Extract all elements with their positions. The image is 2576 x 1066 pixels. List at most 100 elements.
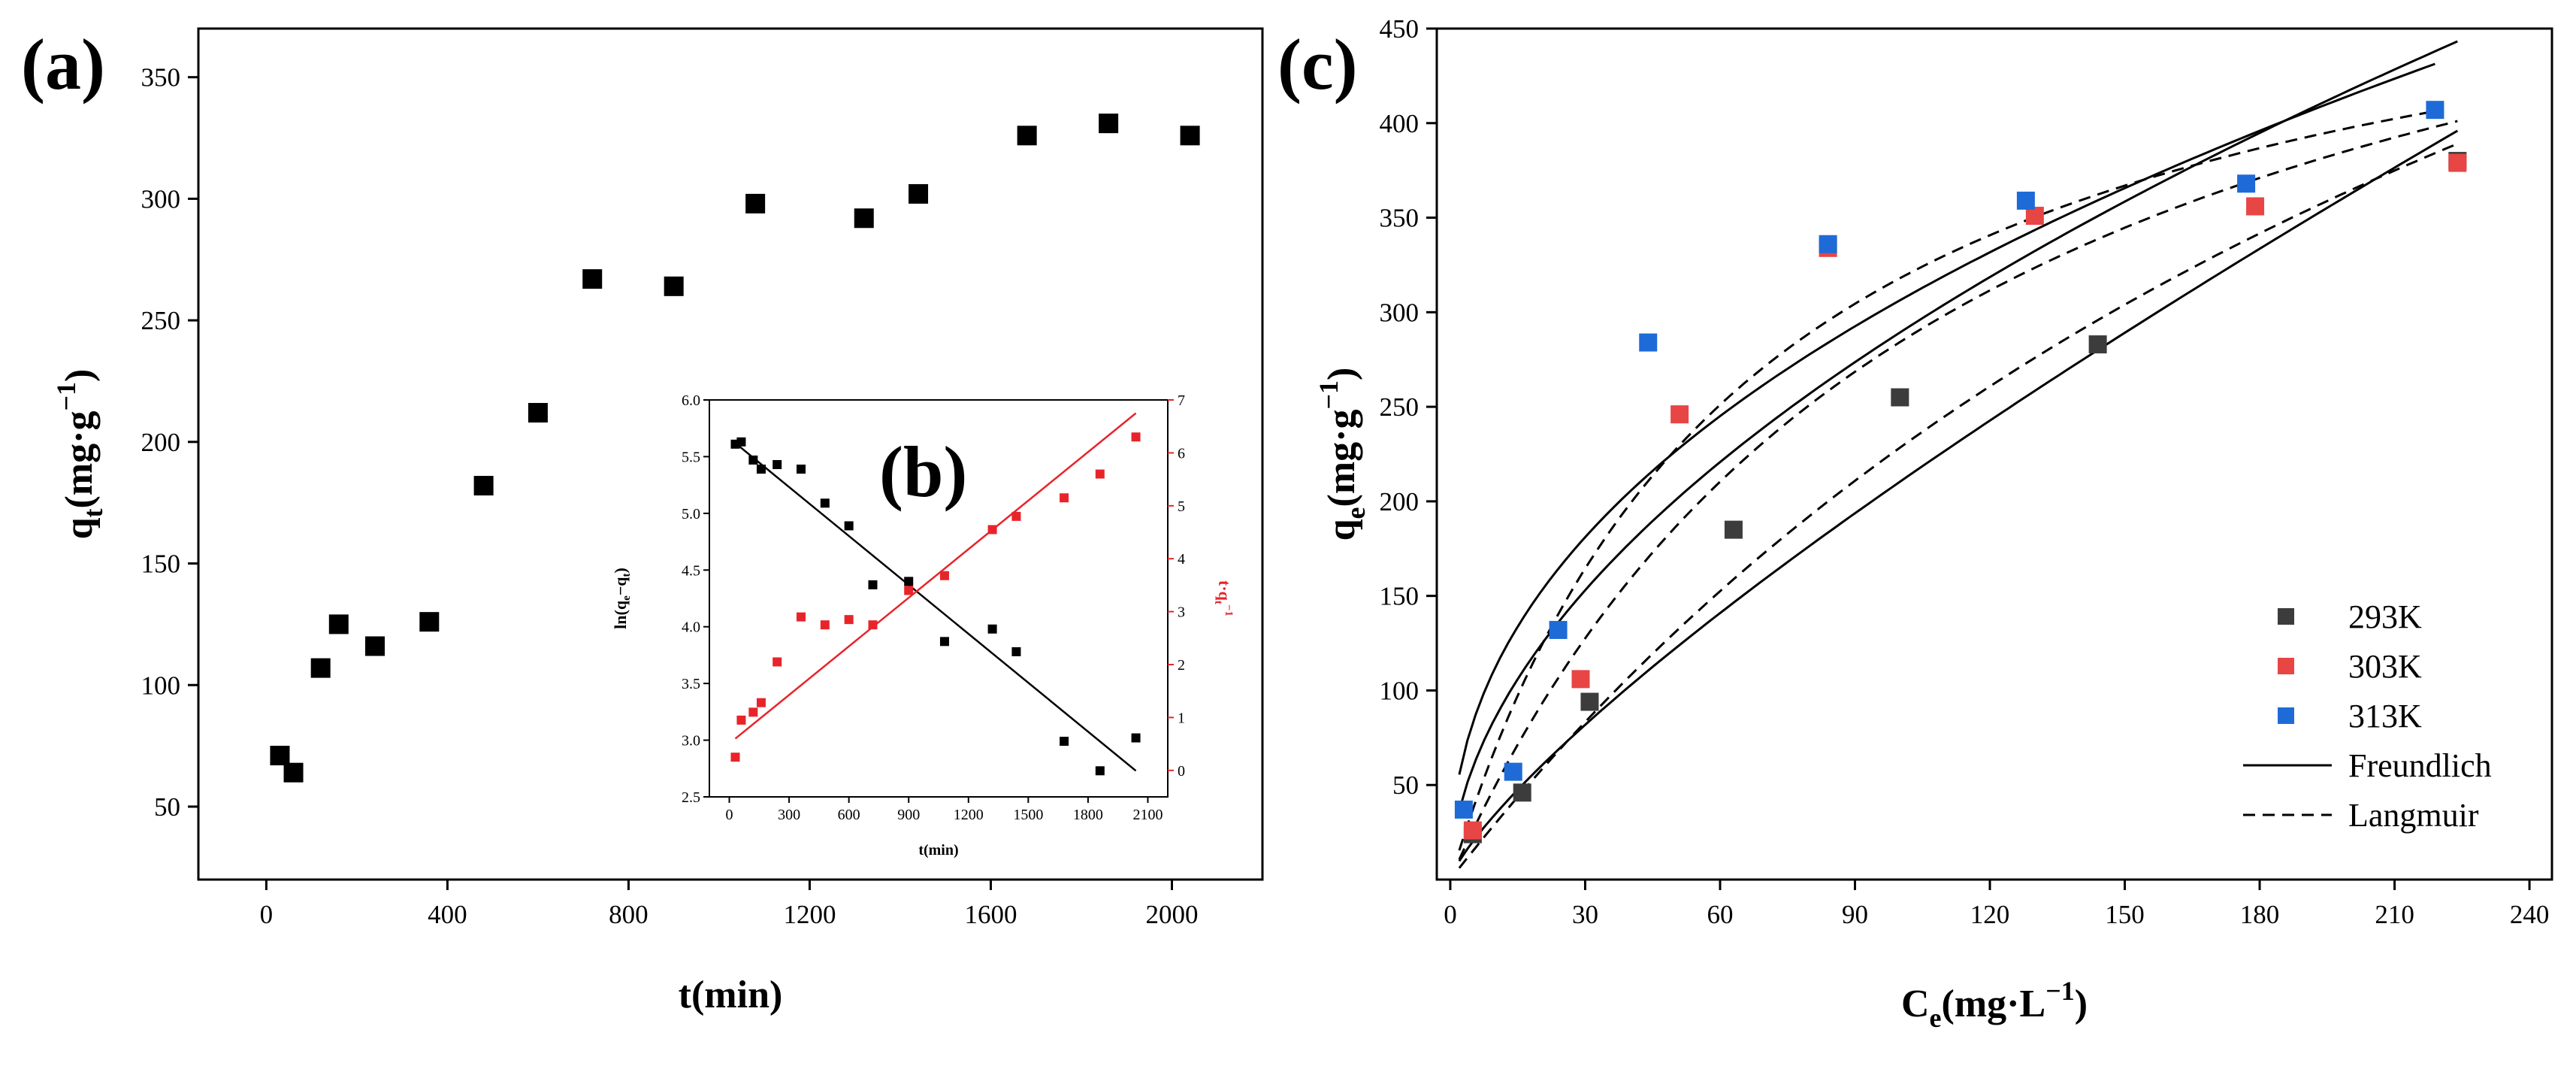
langmuir-fit-curve [1458,110,2435,851]
panel-c-legend: 293K 303K 313K Freundlich Langmuir [2243,598,2492,834]
panel-c-label: (c) [1277,24,1358,104]
panel-c-data-point [1463,821,1482,840]
panel-b-data-point [1011,647,1021,656]
panel-a-xtick-label: 1200 [783,900,836,929]
panel-a-data-point [528,403,548,423]
legend-label: 293K [2348,598,2422,635]
panel-b-ytick-right-label: 0 [1178,763,1185,780]
panel-b-data-point [756,465,766,474]
panel-c-data-point [2246,197,2265,216]
panel-a-ytick-label: 350 [141,63,181,92]
freundlich-fit-curve [1458,40,2458,811]
panel-c-data-point [1580,692,1599,711]
freundlich-fit-curve [1458,129,2459,862]
panel-c-data-point [1504,762,1522,781]
panel-b-ytick-right-label: 1 [1178,710,1185,726]
panel-a-data-point [854,208,874,229]
freundlich-fit-curve [1458,62,2435,775]
panel-a-data-point [582,269,603,289]
panel-a-ytick-label: 50 [154,792,180,822]
panel-a-ytick-label: 250 [141,306,181,335]
panel-b-ytick-right-label: 2 [1178,657,1185,674]
panel-b-ytick-right-label: 4 [1178,551,1185,568]
panel-b-ylabel-left: ln(qe−qt) [611,568,633,629]
panel-c-data-point [1891,388,1909,407]
panel-c-ytick-label: 100 [1380,676,1420,705]
panel-b-data-point [868,580,878,589]
panel-a-data-point [745,193,766,214]
legend-marker [2278,658,2294,674]
panel-a-ylabel: qt(mg·g−1) [51,369,108,540]
panel-b-fit-line [734,412,1137,740]
panel-a-xtick-label: 2000 [1145,900,1198,929]
panel-a-ytick-label: 100 [141,671,181,700]
panel-a-ytick-label: 150 [141,550,181,579]
panel-c-xtick-label: 30 [1572,900,1598,929]
panel-b-data-point [772,459,782,469]
panel-b-inset-chart: 0 300 600 900 1200 1500 1800 2100 2.5 3.0 3.5 4.0 4.… [611,392,1235,859]
panel-b-ytick-right-label: 3 [1178,604,1185,621]
panel-b-xtick-label: 900 [897,807,920,823]
panel-a-data-point [283,762,304,783]
panel-b-xtick-label: 1800 [1073,807,1103,823]
panel-b-data-point [736,715,746,725]
panel-c-xtick-label: 60 [1707,900,1733,929]
panel-b-ylabel-right: t·qt−1 [1212,580,1235,616]
langmuir-fit-curve [1458,120,2458,860]
legend-label: Langmuir [2348,797,2479,834]
panel-c-data-point [1571,670,1590,689]
panel-c-xtick-label: 150 [2105,900,2145,929]
panel-c-ytick-label: 400 [1380,109,1420,138]
panel-a-xtick-label: 0 [260,900,274,929]
panel-a-data-point [310,658,331,678]
panel-a-data-point [909,183,929,204]
panel-b-ytick-right-label: 5 [1178,498,1185,515]
panel-b-xtick-label: 1500 [1013,807,1043,823]
panel-c-data-point [2088,335,2107,354]
panel-b-xtick-label: 300 [778,807,800,823]
legend-marker [2278,608,2294,625]
panel-a-xtick-label: 800 [609,900,649,929]
panel-b-xtick-label: 2100 [1132,807,1163,823]
panel-c-xtick-label: 180 [2240,900,2280,929]
panel-b-data-point [844,521,854,531]
panel-c-data-point [1670,405,1689,424]
panel-b-data-point [797,465,806,474]
panel-b-data-point [772,657,782,667]
panel-c-data-point [2025,207,2044,226]
panel-a-data-point [419,612,440,632]
panel-a-data-point [473,476,494,496]
panel-b-data-point [987,624,997,634]
panel-a-data-point [1099,114,1119,134]
panel-a-xtick-label: 400 [428,900,467,929]
panel-c-ytick-label: 50 [1392,771,1419,800]
panel-b-ytick-left-label: 5.5 [682,449,700,465]
panel-a-label: (a) [21,24,105,104]
panel-c-ytick-label: 300 [1380,298,1420,327]
panel-c-frame [1435,27,2553,881]
panel-c-xtick-label: 90 [1842,900,1868,929]
panel-b-ytick-left-label: 4.5 [682,562,700,579]
panel-b-data-point [797,612,806,622]
panel-c-ylabel: qe(mg·g−1) [1314,368,1371,541]
panel-c-data-point [2237,174,2256,193]
panel-b-xtick-label: 0 [726,807,733,823]
legend-label: 303K [2348,648,2422,685]
panel-a-data-point [328,614,349,634]
panel-c-data-point [2448,153,2467,172]
panel-c-chart: (c) 0 30 60 90 120 150 180 210 240 50 100 150 200 250… [1277,14,2553,1033]
langmuir-fit-curve [1458,142,2458,869]
panel-c-xtick-label: 120 [1970,900,2010,929]
panel-c-xtick-label: 210 [2375,900,2414,929]
panel-b-data-point [904,577,914,586]
panel-a-xtick-label: 1600 [964,900,1017,929]
panel-b-ytick-left-label: 6.0 [682,392,700,409]
panel-b-data-point [987,525,997,535]
panel-b-ytick-left-label: 3.0 [682,733,700,750]
panel-a-xlabel: t(min) [679,974,783,1016]
panel-b-data-point [1060,737,1069,747]
panel-b-data-point [868,620,878,630]
panel-b-xtick-label: 600 [838,807,860,823]
panel-c-data-point [2016,191,2035,210]
panel-a-ytick-label: 300 [141,184,181,214]
